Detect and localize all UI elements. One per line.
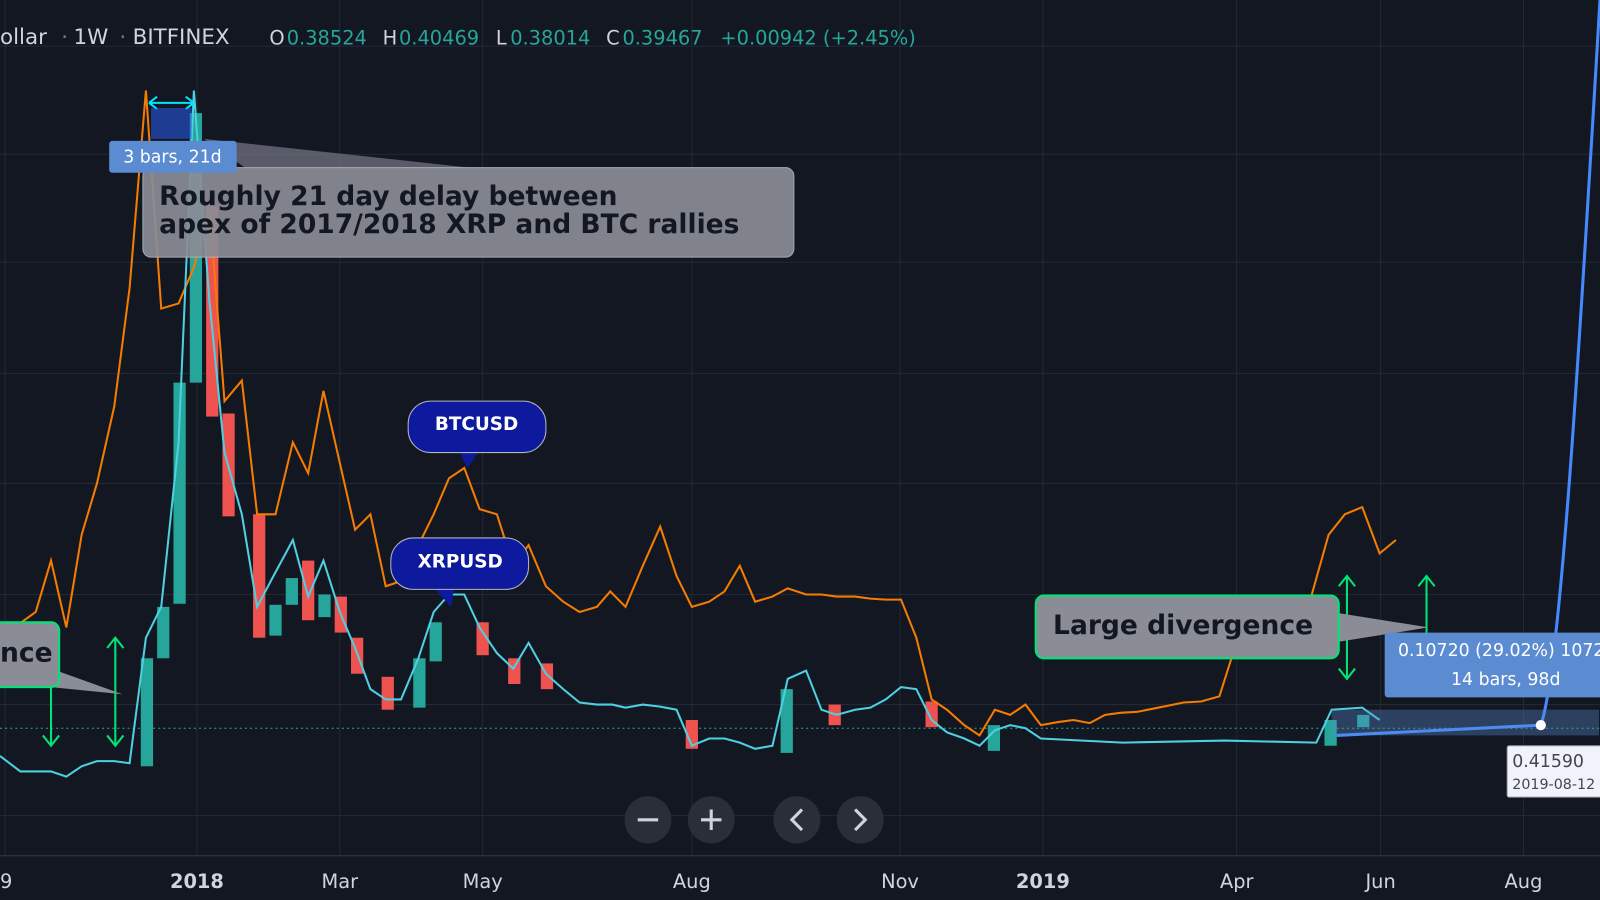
measure-bars: 14 bars, 98d xyxy=(1451,670,1560,690)
interval: 1W xyxy=(73,25,108,50)
btc-pointer xyxy=(459,450,480,468)
xrp-bubble xyxy=(390,537,530,590)
high: 0.40469 xyxy=(399,27,479,50)
open: 0.38524 xyxy=(287,27,367,50)
x-axis-label: Aug xyxy=(1505,870,1543,893)
close: 0.39467 xyxy=(622,27,702,50)
close-label: C xyxy=(606,27,620,50)
x-axis-label: 2019 xyxy=(1016,870,1070,893)
xrp-pointer xyxy=(433,587,455,607)
time-axis: 9 2018 Mar May Aug Nov 2019 Apr Jun Aug xyxy=(0,870,1542,893)
measure-label: 0.10720 (29.02%) 1072 xyxy=(1398,641,1600,661)
open-label: O xyxy=(269,27,284,50)
note-pointer xyxy=(204,138,470,168)
xrp-label: XRPUSD xyxy=(418,552,503,573)
x-axis-label: Mar xyxy=(322,870,359,893)
btc-label: BTCUSD xyxy=(435,414,518,435)
bars-arrow xyxy=(148,95,195,110)
divergence-label: Large divergence xyxy=(1053,610,1313,641)
right-icon xyxy=(854,808,868,832)
sep: · xyxy=(61,25,68,50)
measure-box xyxy=(1384,632,1600,698)
price-date: 2019-08-12 xyxy=(1512,777,1595,793)
left-box xyxy=(0,621,61,689)
high-label: H xyxy=(383,27,398,50)
low-label: L xyxy=(496,27,507,50)
bars-range xyxy=(151,108,192,139)
sep: · xyxy=(119,25,126,50)
x-axis-label: Jun xyxy=(1364,870,1395,893)
note-line: apex of 2017/2018 XRP and BTC rallies xyxy=(159,209,739,240)
bars-label: 3 bars, 21d xyxy=(123,147,221,167)
x-axis-label: 9 xyxy=(0,870,12,893)
change: +0.00942 (+2.45%) xyxy=(720,27,915,50)
price-value: 0.41590 xyxy=(1512,752,1584,772)
x-axis-label: 2018 xyxy=(170,870,224,893)
price-tag xyxy=(1506,745,1600,798)
symbol: ollar xyxy=(0,25,47,50)
divergence-pointer xyxy=(1331,612,1429,643)
price-point xyxy=(1535,720,1546,731)
divergence-box xyxy=(1034,594,1340,660)
scroll-right-button[interactable] xyxy=(836,796,884,844)
low: 0.38014 xyxy=(510,27,590,50)
x-axis-label: Aug xyxy=(673,870,711,893)
nav-buttons xyxy=(624,796,884,844)
header: ollar · 1W · BITFINEX O 0.38524 H 0.4046… xyxy=(0,25,916,50)
x-axis-label: May xyxy=(463,870,503,893)
left-icon xyxy=(789,808,804,832)
zoom-in-icon xyxy=(701,809,722,831)
bars-box xyxy=(109,140,237,173)
left-label: nce xyxy=(0,638,53,669)
note-line: Roughly 21 day delay between xyxy=(159,181,617,212)
btc-bubble xyxy=(407,400,547,454)
scroll-left-button[interactable] xyxy=(773,796,821,844)
exchange: BITFINEX xyxy=(133,25,230,50)
btc-line xyxy=(0,90,1397,737)
note-box xyxy=(142,167,795,258)
x-axis-label: Apr xyxy=(1220,870,1254,893)
measure-range xyxy=(1331,709,1599,736)
x-axis-label: Nov xyxy=(881,870,919,893)
